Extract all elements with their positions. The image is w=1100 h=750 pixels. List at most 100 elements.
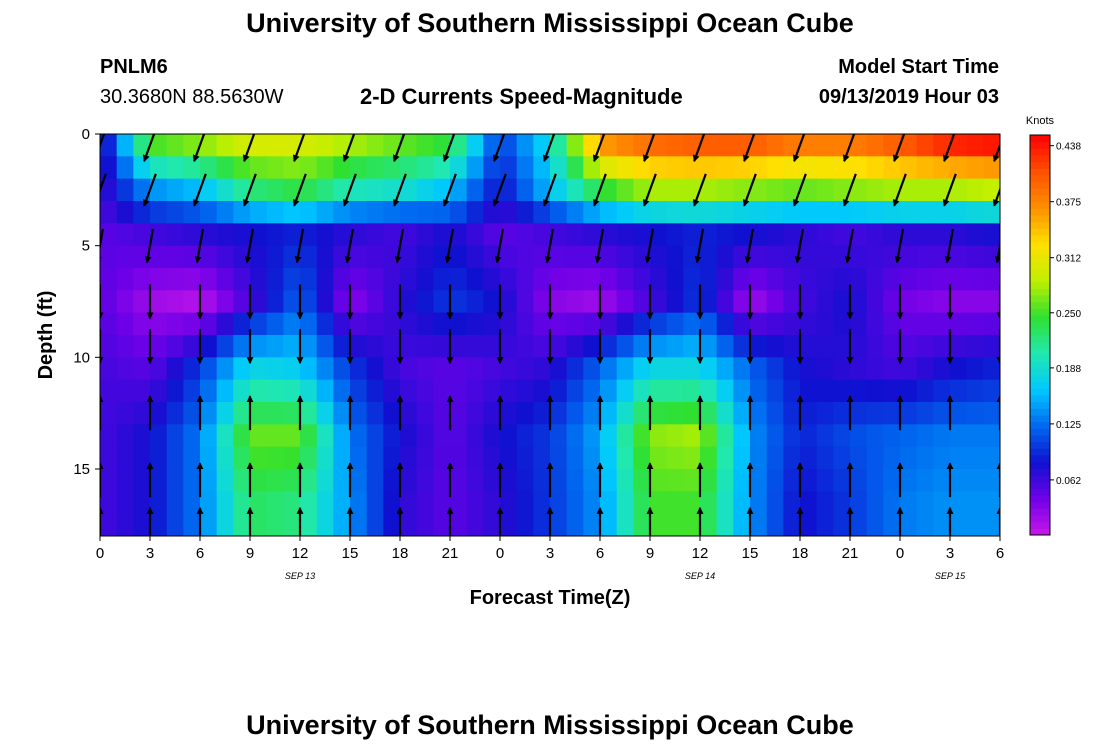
colorbar-swatch (1030, 528, 1050, 536)
heatmap-cell (600, 469, 618, 492)
heatmap-cell (933, 357, 951, 381)
colorbar-swatch (1030, 435, 1050, 443)
heatmap-cell (900, 491, 918, 515)
heatmap-cell (800, 446, 818, 470)
heatmap-cell (116, 268, 134, 291)
heatmap-cell (316, 245, 334, 269)
heatmap-cell (300, 178, 318, 202)
heatmap-cell (666, 357, 684, 381)
heatmap-cell (916, 335, 934, 358)
heatmap-cell (700, 245, 718, 269)
heatmap-cell (300, 201, 318, 224)
heatmap-cell (850, 312, 868, 336)
vector-arrow (594, 228, 605, 264)
heatmap-cell (383, 201, 401, 224)
vector-arrow (244, 228, 255, 264)
vector-arrow (794, 228, 805, 264)
heatmap-cell (633, 446, 651, 470)
colorbar-swatch (1030, 361, 1050, 369)
heatmap-cell (550, 513, 568, 536)
heatmap-cell (800, 268, 818, 291)
x-tick-label: 0 (96, 545, 104, 562)
heatmap-cell (133, 156, 151, 180)
heatmap-cell (416, 223, 434, 247)
vector-arrow (492, 134, 506, 163)
colorbar-swatch (1030, 308, 1050, 316)
heatmap-cell (683, 513, 701, 536)
heatmap-cell (583, 312, 601, 336)
heatmap-cell (950, 134, 968, 157)
heatmap-cell (266, 491, 284, 515)
colorbar-tick-label: 0.188 (1056, 364, 1081, 375)
heatmap-cell (533, 357, 551, 381)
colorbar-swatch (1030, 195, 1050, 203)
heatmap-cell (716, 491, 734, 515)
colorbar-swatch (1030, 515, 1050, 523)
heatmap-cell (900, 201, 918, 224)
heatmap-cell (233, 357, 251, 381)
heatmap-cell (533, 491, 551, 515)
heatmap-cell (416, 379, 434, 403)
heatmap-cell (650, 335, 668, 358)
colorbar-swatch (1030, 488, 1050, 496)
heatmap-cell (266, 335, 284, 358)
heatmap-cell (966, 134, 984, 157)
heatmap-cell (333, 402, 351, 425)
heatmap-cell (966, 268, 984, 291)
y-tick-label: 10 (73, 349, 90, 366)
heatmap-cell (316, 379, 334, 403)
heatmap-cell (483, 357, 501, 381)
heatmap-cell (750, 134, 768, 157)
heatmap-cell (483, 335, 501, 358)
heatmap-cell (550, 335, 568, 358)
heatmap-cell (250, 201, 268, 224)
heatmap-cell (233, 290, 251, 314)
heatmap-cell (450, 245, 468, 269)
heatmap-cell (833, 223, 851, 247)
vector-arrow (894, 228, 905, 264)
heatmap-cell (550, 156, 568, 180)
heatmap-cell (616, 335, 634, 358)
heatmap-cell (266, 134, 284, 157)
heatmap-cell (916, 268, 934, 291)
colorbar-tick-label: 0.375 (1056, 198, 1081, 209)
heatmap-cell (883, 402, 901, 425)
heatmap-cell (500, 312, 518, 336)
heatmap-cell (150, 379, 168, 403)
heatmap-cell (233, 424, 251, 448)
heatmap-cell (100, 335, 118, 358)
colorbar-swatch (1030, 268, 1050, 276)
colorbar-swatch (1030, 221, 1050, 229)
heatmap-cell (133, 178, 151, 202)
vector-arrow (592, 134, 606, 163)
heatmap-cell (500, 223, 518, 247)
top-title: University of Southern Mississippi Ocean… (246, 8, 854, 38)
heatmap-cell (750, 245, 768, 269)
heatmap-cell (983, 424, 1000, 448)
heatmap-cell (616, 491, 634, 515)
heatmap-cell (883, 469, 901, 492)
heatmap-cell (883, 201, 901, 224)
heatmap-cell (466, 245, 484, 269)
heatmap-cell (383, 446, 401, 470)
heatmap-cell (733, 469, 751, 492)
heatmap-cell (900, 446, 918, 470)
heatmap-cell (983, 201, 1000, 224)
heatmap-cell (216, 134, 234, 157)
x-tick-label: 3 (546, 545, 554, 562)
heatmap-cell (516, 134, 534, 157)
heatmap-cell (533, 290, 551, 314)
heatmap-cell (733, 223, 751, 247)
heatmap-cell (116, 245, 134, 269)
heatmap-cell (900, 357, 918, 381)
vector-arrow (542, 173, 557, 207)
heatmap-cell (133, 335, 151, 358)
vector-arrow (892, 134, 906, 163)
heatmap-cell (533, 268, 551, 291)
colorbar-swatch (1030, 261, 1050, 269)
heatmap-cell (200, 402, 218, 425)
heatmap-cell (333, 201, 351, 224)
heatmap-cell (650, 223, 668, 247)
heatmap-cell (350, 134, 368, 157)
heatmap-cell (866, 491, 884, 515)
